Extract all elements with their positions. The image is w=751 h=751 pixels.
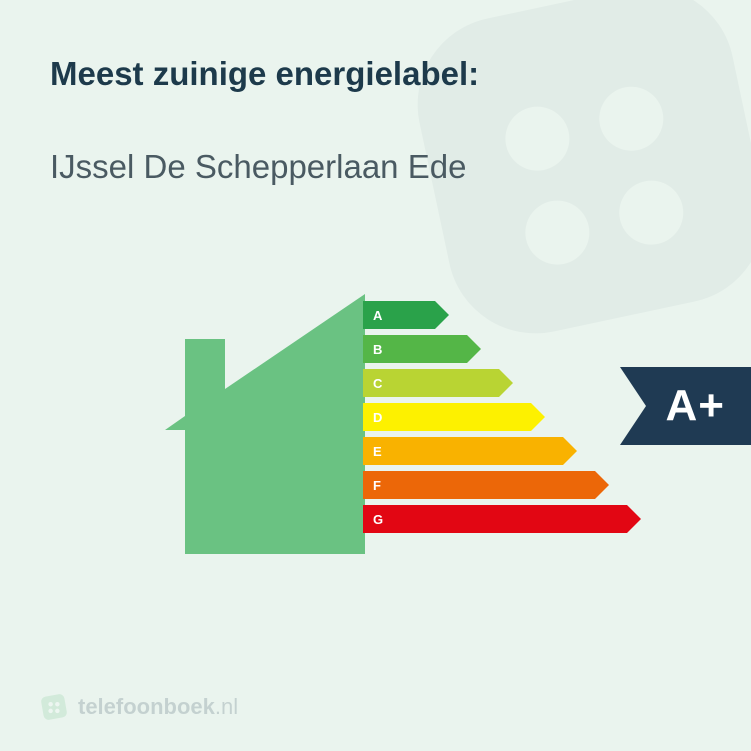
brand-logo-icon xyxy=(40,693,68,721)
energy-bar-g: G xyxy=(363,505,627,533)
brand-footer: telefoonboek.nl xyxy=(40,693,238,721)
energy-bar-label: C xyxy=(373,376,383,391)
energy-bar-f: F xyxy=(363,471,595,499)
energy-bar-row: G xyxy=(363,502,627,536)
energy-bar-d: D xyxy=(363,403,531,431)
house-icon xyxy=(165,294,365,554)
energy-bar-row: F xyxy=(363,468,627,502)
energy-bar-label: A xyxy=(373,308,383,323)
energy-bars: A B C D E F G xyxy=(363,298,627,536)
brand-name: telefoonboek.nl xyxy=(78,694,238,720)
energy-bar-label: F xyxy=(373,478,381,493)
card-title: Meest zuinige energielabel: xyxy=(50,55,701,93)
energy-bar-row: A xyxy=(363,298,627,332)
energy-bar-label: D xyxy=(373,410,383,425)
energy-bar-e: E xyxy=(363,437,563,465)
brand-name-bold: telefoonboek xyxy=(78,694,215,720)
energy-bar-a: A xyxy=(363,301,435,329)
energy-rating-value: A+ xyxy=(666,381,725,431)
card-content: Meest zuinige energielabel: IJssel De Sc… xyxy=(0,0,751,576)
energy-bar-row: E xyxy=(363,434,627,468)
brand-name-light: .nl xyxy=(215,694,238,720)
energy-bar-label: B xyxy=(373,342,383,357)
location-name: IJssel De Schepperlaan Ede xyxy=(50,148,701,186)
energy-bar-c: C xyxy=(363,369,499,397)
energy-bar-row: B xyxy=(363,332,627,366)
energy-bar-label: E xyxy=(373,444,382,459)
energy-bar-row: C xyxy=(363,366,627,400)
energy-bar-label: G xyxy=(373,512,384,527)
energy-bar-b: B xyxy=(363,335,467,363)
energy-rating-badge: A+ xyxy=(620,367,751,445)
energy-label-chart: A B C D E F G xyxy=(50,276,701,576)
energy-bar-row: D xyxy=(363,400,627,434)
